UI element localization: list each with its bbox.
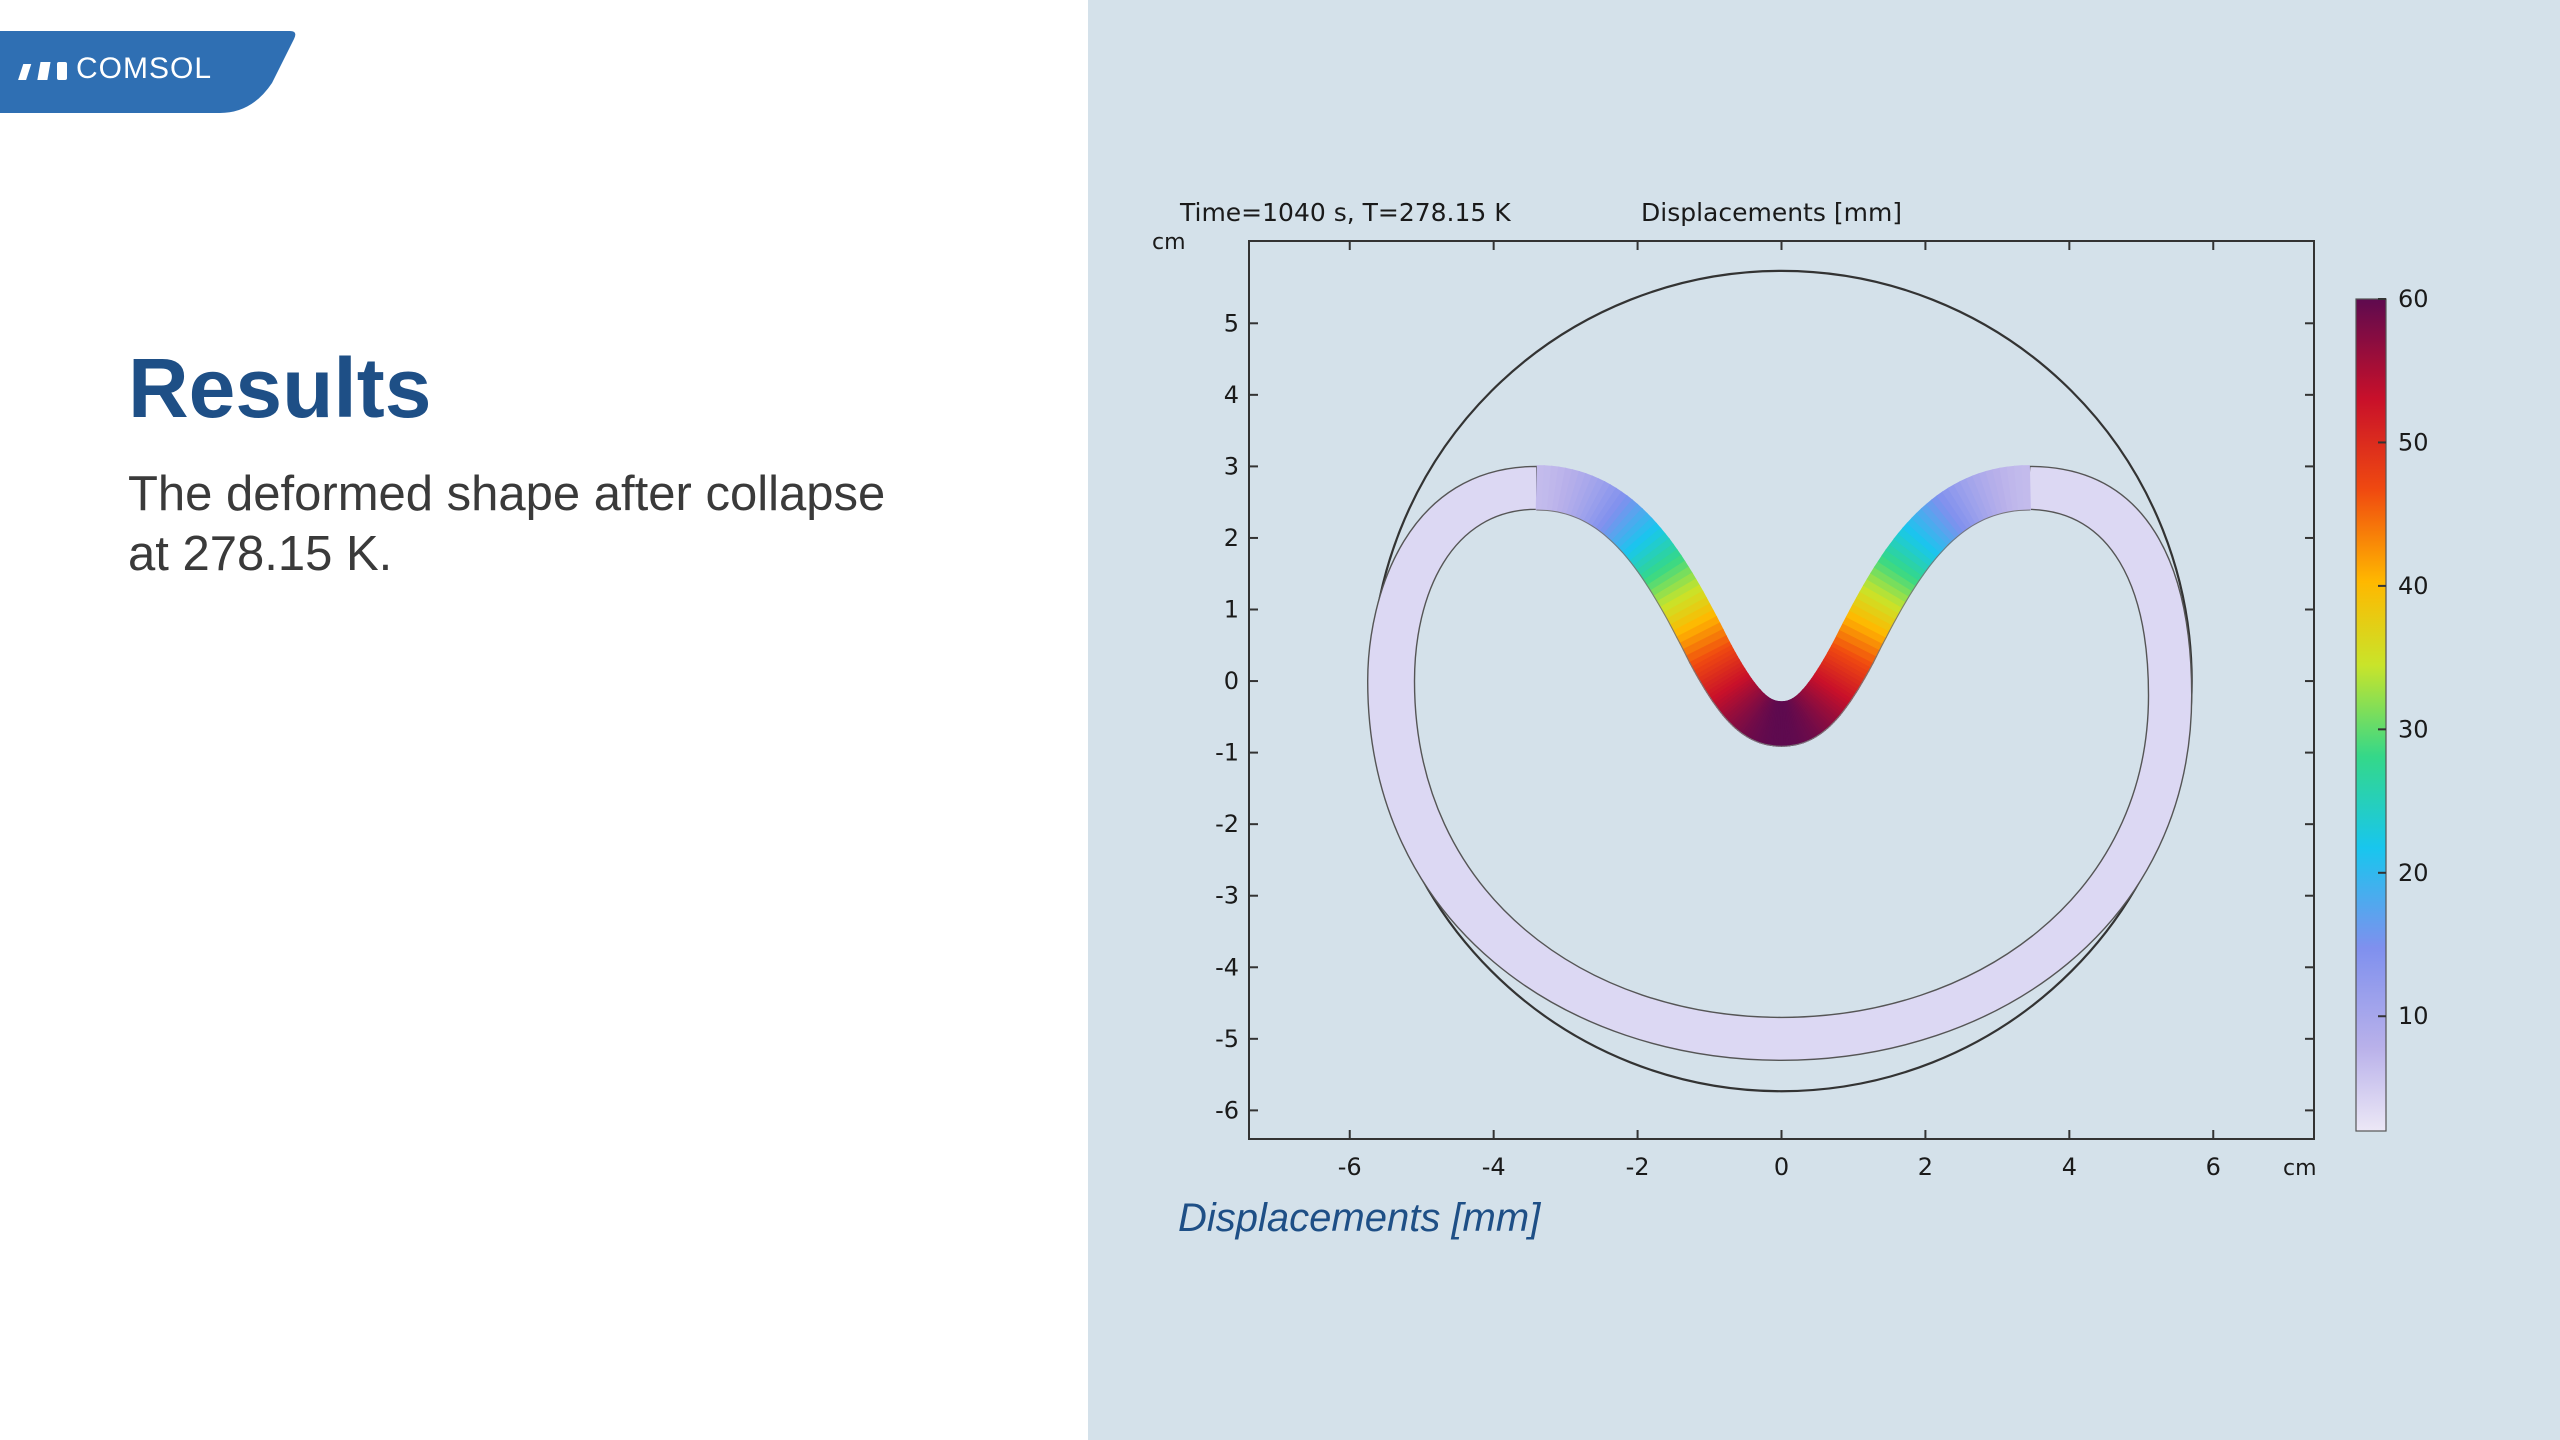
y-tick-label: -2	[1215, 810, 1239, 838]
y-tick-label: -5	[1215, 1025, 1239, 1053]
colorbar-tick-label: 30	[2398, 715, 2429, 743]
plot-area	[1366, 269, 2193, 1093]
plot-title: Displacements [mm]	[1641, 198, 1902, 227]
y-tick-label: 3	[1224, 452, 1239, 480]
plot-caption: Displacements [mm]	[1178, 1196, 1541, 1240]
colorbar-tick-label: 50	[2398, 428, 2429, 456]
colorbar-tick-label: 60	[2398, 285, 2429, 313]
y-tick-label: -4	[1215, 953, 1239, 981]
x-tick-label: 4	[2062, 1153, 2077, 1181]
x-axis-ticks: -6 -4 -2 0 2 4 6	[1338, 241, 2221, 1181]
colorbar-tick-label: 40	[2398, 572, 2429, 600]
y-tick-label: -1	[1215, 739, 1239, 767]
x-tick-label: 2	[1918, 1153, 1933, 1181]
colorbar-ticks: 10 20 30 40 50 60	[2378, 285, 2429, 1030]
y-tick-label: 0	[1224, 667, 1239, 695]
y-tick-label: 1	[1224, 596, 1239, 624]
colorbar	[2355, 298, 2387, 1132]
fold-inner-edge	[1536, 509, 2031, 747]
x-tick-label: 0	[1774, 1153, 1789, 1181]
logo-badge-shape	[0, 31, 296, 113]
slide-description: The deformed shape after collapse at 278…	[128, 467, 886, 581]
time-label: Time=1040 s, T=278.15 K	[1179, 198, 1511, 227]
deformed-ring-lower	[1366, 465, 2193, 1062]
y-tick-label: -6	[1215, 1096, 1239, 1124]
fold-segment	[2021, 465, 2031, 511]
logo-text: COMSOL	[76, 52, 213, 85]
x-tick-label: 6	[2206, 1153, 2221, 1181]
y-axis-ticks: -6 -5 -4 -3 -2 -1 0 1 2 3 4 5	[1215, 309, 2314, 1124]
y-tick-label: 2	[1224, 524, 1239, 552]
y-tick-label: 5	[1224, 309, 1239, 337]
slide-title: Results	[128, 341, 432, 435]
x-tick-label: -4	[1482, 1153, 1506, 1181]
x-tick-label: -6	[1338, 1153, 1362, 1181]
x-unit-label: cm	[2283, 1156, 2317, 1181]
deformed-fold	[1535, 465, 2031, 747]
comsol-logo: COMSOL	[0, 31, 300, 113]
y-unit-label: cm	[1152, 230, 1186, 255]
colorbar-tick-label: 10	[2398, 1002, 2429, 1030]
y-tick-label: -3	[1215, 882, 1239, 910]
logo-mark-icon	[18, 64, 32, 80]
reference-circle	[1370, 269, 2193, 1093]
x-tick-label: -2	[1626, 1153, 1650, 1181]
y-tick-label: 4	[1224, 381, 1239, 409]
colorbar-tick-label: 20	[2398, 859, 2429, 887]
